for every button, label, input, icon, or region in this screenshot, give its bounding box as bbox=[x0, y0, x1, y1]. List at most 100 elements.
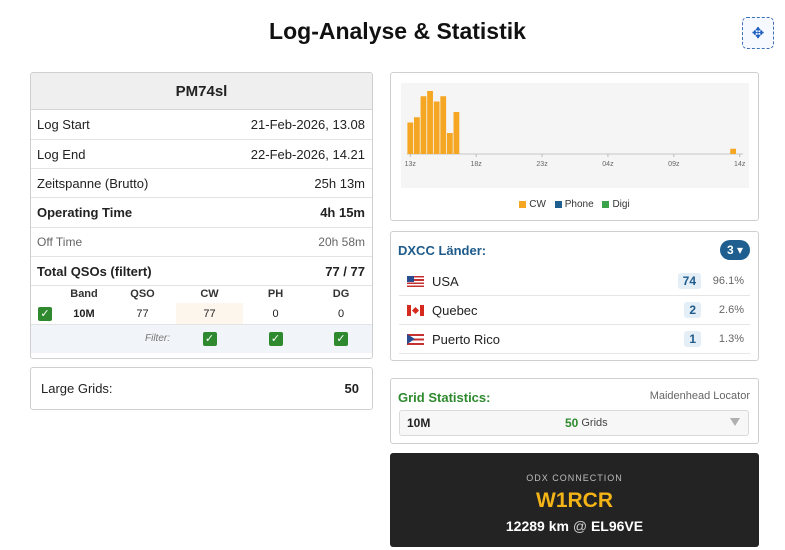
log-start-row: Log Start 21-Feb-2026, 13.08 bbox=[31, 110, 372, 140]
grid-count: 50 bbox=[565, 416, 579, 430]
move-button[interactable]: ✥ bbox=[742, 17, 774, 49]
large-grids-value: 50 bbox=[344, 381, 359, 396]
log-callsign: PM74sl bbox=[31, 73, 372, 110]
large-grids-card: Large Grids: 50 bbox=[30, 367, 373, 410]
grid-stats-subtitle: Maidenhead Locator bbox=[649, 390, 750, 402]
chart-background bbox=[401, 83, 749, 188]
filter-ph-checkbox[interactable]: ✓ bbox=[243, 325, 308, 353]
pr-flag-icon bbox=[407, 333, 424, 345]
total-qsos-label: Total QSOs (filtert) bbox=[37, 263, 152, 279]
filter-dg-checkbox[interactable]: ✓ bbox=[308, 325, 372, 353]
band-cell: 10M bbox=[59, 303, 109, 325]
band-header-dg: DG bbox=[332, 288, 350, 300]
qso-cell: 77 bbox=[109, 303, 176, 325]
list-item[interactable]: USA 74 96.1% bbox=[399, 267, 750, 296]
cw-cell: 77 bbox=[176, 303, 243, 325]
bar-cw bbox=[730, 148, 737, 154]
off-time-label: Off Time bbox=[37, 235, 83, 249]
country-count: 1 bbox=[684, 331, 701, 347]
x-tick-label: 04z bbox=[602, 161, 614, 168]
filter-label: Filter: bbox=[59, 325, 176, 353]
list-item[interactable]: Quebec 2 2.6% bbox=[399, 296, 750, 325]
legend-item-cw[interactable]: CW bbox=[519, 199, 546, 210]
log-summary-card: PM74sl Log Start 21-Feb-2026, 13.08 Log … bbox=[30, 72, 373, 359]
ca-flag-icon bbox=[407, 304, 424, 316]
filter-blank bbox=[31, 325, 59, 353]
check-icon: ✓ bbox=[202, 332, 217, 347]
total-qsos-value: 77 / 77 bbox=[325, 263, 365, 279]
span-value: 25h 13m bbox=[314, 175, 365, 191]
country-name: Puerto Rico bbox=[432, 331, 500, 347]
chart-legend: CW Phone Digi bbox=[391, 199, 758, 210]
dropdown-arrow-icon bbox=[730, 418, 740, 426]
list-item[interactable]: Puerto Rico 1 1.3% bbox=[399, 325, 750, 354]
total-qsos-row: Total QSOs (filtert) 77 / 77 bbox=[31, 257, 372, 286]
country-percent: 1.3% bbox=[718, 333, 744, 345]
odx-distance: 12289 km bbox=[505, 518, 569, 534]
log-start-label: Log Start bbox=[37, 117, 90, 132]
us-flag-icon bbox=[407, 275, 424, 287]
legend-item-digi[interactable]: Digi bbox=[602, 199, 630, 210]
dxcc-card: DXCC Länder: 3 ▾ USA 74 96.1% Quebec 2 2… bbox=[390, 231, 759, 361]
operating-time-row: Operating Time 4h 15m bbox=[31, 198, 372, 228]
log-end-value: 22-Feb-2026, 14.21 bbox=[250, 146, 365, 162]
odx-connection-card: ODX CONNECTION W1RCR 12289 km @ EL96VE bbox=[390, 453, 759, 547]
band-header-qso: QSO bbox=[130, 288, 155, 300]
bar-cw bbox=[440, 96, 447, 154]
span-label: Zeitspanne (Brutto) bbox=[37, 175, 149, 191]
bar-cw bbox=[446, 133, 453, 154]
activity-chart: 13z 18z 23z 04z 09z 14z bbox=[401, 83, 749, 188]
grid-stats-title: Grid Statistics: bbox=[398, 390, 491, 405]
off-time-row: Off Time 20h 58m bbox=[31, 228, 372, 257]
dg-cell: 0 bbox=[308, 303, 372, 325]
span-row: Zeitspanne (Brutto) 25h 13m bbox=[31, 169, 372, 198]
x-tick-label: 09z bbox=[668, 161, 680, 168]
log-end-label: Log End bbox=[37, 146, 86, 162]
odx-at: @ bbox=[572, 518, 588, 534]
grid-statistics-card: Grid Statistics: Maidenhead Locator 10M … bbox=[390, 378, 759, 444]
band-table: Band QSO CW PH DG ✓ 10M 77 77 0 0 Filter… bbox=[31, 286, 372, 353]
log-start-value: 21-Feb-2026, 13.08 bbox=[250, 117, 365, 132]
band-header-cw: CW bbox=[200, 288, 219, 300]
odx-label: ODX CONNECTION bbox=[526, 473, 623, 483]
bar-cw bbox=[453, 112, 460, 154]
country-name: USA bbox=[432, 273, 459, 289]
digi-swatch bbox=[602, 200, 610, 208]
bar-cw bbox=[413, 117, 420, 154]
band-header-ph: PH bbox=[267, 288, 284, 300]
band-checkbox[interactable]: ✓ bbox=[31, 303, 59, 325]
dxcc-count: 3 bbox=[726, 243, 734, 257]
country-count: 74 bbox=[677, 273, 701, 289]
page-title: Log-Analyse & Statistik bbox=[269, 18, 526, 44]
phone-swatch bbox=[554, 200, 562, 208]
log-end-row: Log End 22-Feb-2026, 14.21 bbox=[31, 140, 372, 169]
move-arrows-icon: ✥ bbox=[751, 25, 765, 42]
dxcc-count-dropdown[interactable]: 3 ▾ bbox=[719, 240, 750, 260]
x-tick-label: 23z bbox=[536, 161, 548, 168]
country-percent: 96.1% bbox=[712, 275, 744, 287]
grid-unit: Grids bbox=[581, 417, 608, 429]
check-icon: ✓ bbox=[334, 332, 348, 347]
legend-item-phone[interactable]: Phone bbox=[554, 199, 594, 210]
legend-cw-label: CW bbox=[529, 199, 546, 210]
check-icon: ✓ bbox=[38, 307, 52, 322]
odx-distance-line: 12289 km @ EL96VE bbox=[390, 518, 759, 534]
x-tick-label: 13z bbox=[405, 161, 417, 168]
cw-swatch bbox=[519, 200, 527, 208]
filter-cw-checkbox[interactable]: ✓ bbox=[176, 325, 243, 353]
grid-band-select[interactable]: 10M 50 Grids bbox=[399, 410, 749, 436]
band-header-blank bbox=[31, 286, 59, 303]
dxcc-list: USA 74 96.1% Quebec 2 2.6% Puerto Rico 1… bbox=[399, 267, 750, 354]
bar-cw bbox=[420, 96, 427, 154]
odx-callsign: W1RCR bbox=[536, 489, 613, 512]
country-count: 2 bbox=[684, 302, 701, 318]
dxcc-title: DXCC Länder: bbox=[398, 243, 487, 258]
band-header-band: Band bbox=[70, 288, 98, 300]
activity-chart-card: 13z 18z 23z 04z 09z 14z CW Phone Digi bbox=[390, 72, 759, 221]
off-time-value: 20h 58m bbox=[318, 235, 365, 249]
grid-band: 10M bbox=[407, 416, 431, 430]
bar-cw bbox=[433, 101, 440, 154]
bar-cw bbox=[427, 91, 433, 154]
operating-time-label: Operating Time bbox=[37, 205, 133, 220]
x-tick-label: 18z bbox=[471, 161, 483, 168]
